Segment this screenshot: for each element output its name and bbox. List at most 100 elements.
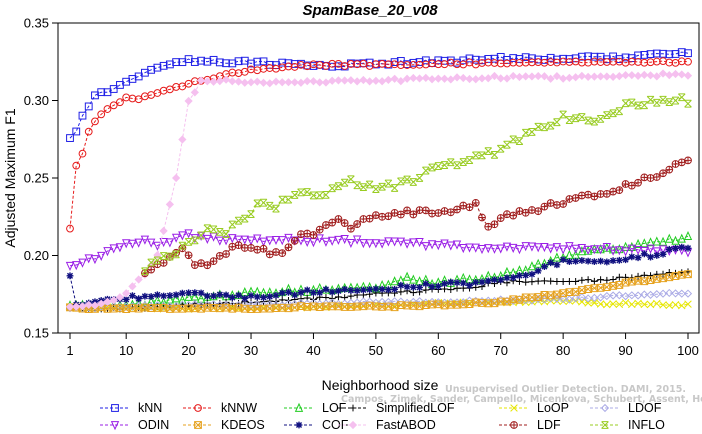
- data-point: [477, 74, 487, 83]
- data-point: [234, 235, 243, 245]
- data-point: [634, 254, 642, 262]
- data-point: [228, 220, 237, 229]
- data-point: [584, 276, 592, 284]
- data-point: [658, 69, 668, 78]
- data-point: [197, 259, 205, 267]
- data-point-ring: [396, 210, 405, 219]
- data-point: [253, 199, 262, 208]
- data-point: [552, 71, 562, 81]
- data-point: [228, 234, 237, 244]
- data-point: [122, 77, 131, 86]
- data-point: [115, 293, 125, 302]
- data-point: [297, 188, 305, 197]
- data-point: [90, 301, 100, 310]
- data-point: [608, 246, 618, 256]
- data-point: [646, 300, 655, 309]
- watermark-line-2: Campos, Zimek, Sander, Campello, Micenko…: [341, 394, 702, 405]
- data-point: [478, 214, 486, 221]
- data-point: [284, 78, 293, 87]
- data-point: [122, 296, 130, 303]
- data-point: [521, 58, 530, 67]
- data-point: [596, 72, 605, 81]
- data-point: [627, 291, 636, 300]
- data-point: [509, 71, 518, 81]
- data-point: [484, 223, 492, 231]
- data-point: [109, 296, 118, 305]
- data-point: [565, 278, 573, 285]
- series-kdeos: [66, 270, 692, 314]
- data-point: [403, 175, 411, 184]
- data-point-ring: [328, 218, 337, 227]
- y-tick-label: 0.30: [24, 93, 49, 108]
- data-point: [378, 297, 387, 307]
- data-point: [640, 70, 649, 79]
- data-point: [446, 241, 455, 251]
- data-point: [577, 71, 586, 80]
- data-point: [516, 272, 523, 279]
- data-point: [234, 57, 243, 66]
- data-point: [522, 209, 530, 217]
- data-point: [497, 214, 505, 222]
- data-point-ring: [490, 220, 499, 229]
- data-point: [671, 69, 680, 79]
- data-point: [322, 285, 330, 293]
- data-point: [597, 257, 605, 265]
- data-point: [484, 74, 493, 83]
- data-point: [390, 303, 399, 312]
- data-point: [677, 57, 686, 66]
- data-point: [684, 244, 692, 252]
- legend-label: KDEOS: [221, 418, 265, 432]
- data-point: [621, 247, 630, 257]
- data-point: [128, 75, 137, 83]
- data-point: [596, 245, 605, 255]
- data-point: [222, 230, 230, 238]
- data-point: [335, 287, 342, 295]
- data-point: [528, 54, 536, 63]
- data-point: [215, 76, 224, 86]
- data-point: [340, 234, 349, 245]
- data-point: [534, 122, 542, 131]
- data-point: [608, 291, 618, 300]
- x-tick-label: 60: [431, 343, 445, 358]
- data-point: [634, 101, 642, 110]
- data-point: [122, 239, 131, 249]
- data-point: [640, 250, 648, 258]
- data-point-ring: [540, 202, 549, 211]
- data-point: [391, 209, 399, 217]
- data-point: [265, 64, 274, 72]
- data-point: [196, 76, 206, 85]
- data-point: [247, 292, 255, 300]
- data-point: [659, 270, 667, 278]
- data-point: [601, 421, 609, 429]
- data-point: [128, 282, 137, 291]
- data-point: [278, 58, 287, 67]
- data-point: [577, 58, 586, 67]
- data-point: [546, 53, 555, 62]
- data-point: [147, 293, 155, 300]
- data-point: [409, 274, 418, 284]
- data-point: [653, 98, 661, 107]
- data-point: [621, 292, 630, 301]
- data-point: [516, 207, 523, 215]
- data-point: [546, 58, 555, 66]
- data-point: [459, 202, 467, 209]
- data-point: [634, 299, 642, 308]
- data-point: [359, 297, 368, 306]
- data-point: [671, 300, 680, 309]
- data-point: [559, 74, 568, 83]
- data-point: [503, 297, 511, 306]
- data-point: [322, 190, 330, 199]
- data-point: [577, 52, 586, 61]
- legend-item-lof: LOF: [284, 401, 347, 415]
- data-point: [640, 173, 648, 181]
- data-point: [335, 215, 342, 223]
- data-point: [303, 230, 311, 237]
- x-tick-label: 1: [66, 343, 73, 358]
- data-point: [615, 300, 624, 309]
- data-point: [672, 244, 679, 252]
- data-point: [72, 127, 81, 136]
- data-point: [653, 252, 661, 259]
- data-point: [240, 300, 249, 309]
- data-point: [528, 58, 536, 67]
- data-point: [527, 261, 537, 271]
